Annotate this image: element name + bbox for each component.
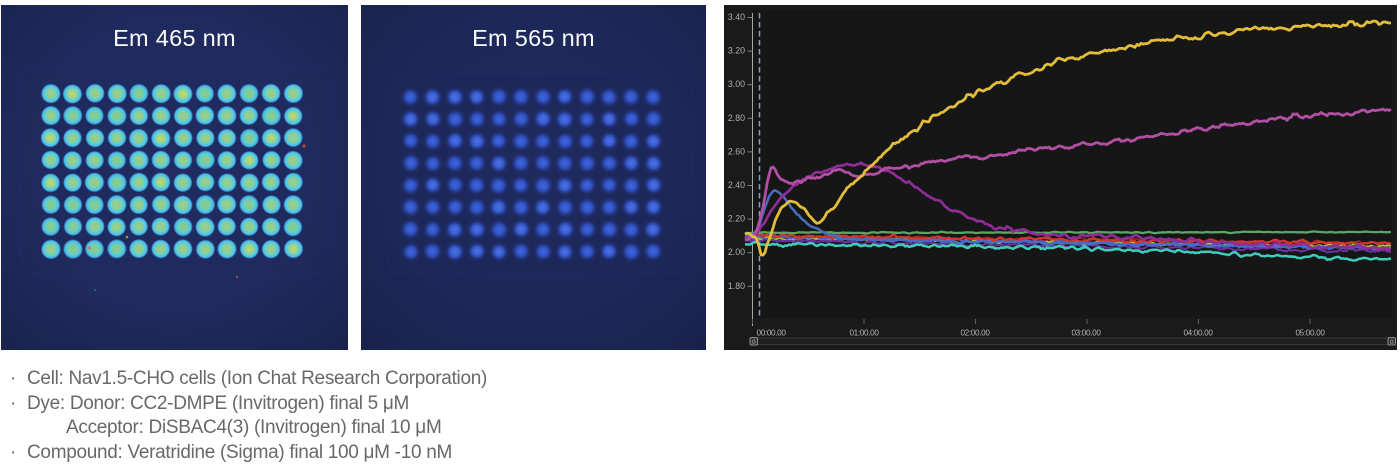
svg-text:3.20: 3.20 [728, 46, 745, 56]
svg-text:02:00.00: 02:00.00 [960, 329, 990, 338]
svg-text:05:00.00: 05:00.00 [1295, 329, 1325, 338]
svg-text:2.20: 2.20 [728, 214, 745, 224]
svg-text:00:00.00: 00:00.00 [757, 329, 787, 338]
svg-text:2.80: 2.80 [728, 113, 745, 123]
svg-text:1.80: 1.80 [728, 281, 745, 291]
svg-text:0: 0 [752, 339, 756, 346]
svg-text:0: 0 [1390, 339, 1394, 346]
svg-text:3.40: 3.40 [728, 12, 745, 22]
svg-text:2.00: 2.00 [728, 247, 745, 257]
svg-text:2.40: 2.40 [728, 180, 745, 190]
svg-text:3.00: 3.00 [728, 79, 745, 89]
svg-text:2.60: 2.60 [728, 146, 745, 156]
svg-text:03:00.00: 03:00.00 [1071, 329, 1101, 338]
svg-text:04:00.00: 04:00.00 [1183, 329, 1213, 338]
svg-text:01:00.00: 01:00.00 [849, 329, 879, 338]
